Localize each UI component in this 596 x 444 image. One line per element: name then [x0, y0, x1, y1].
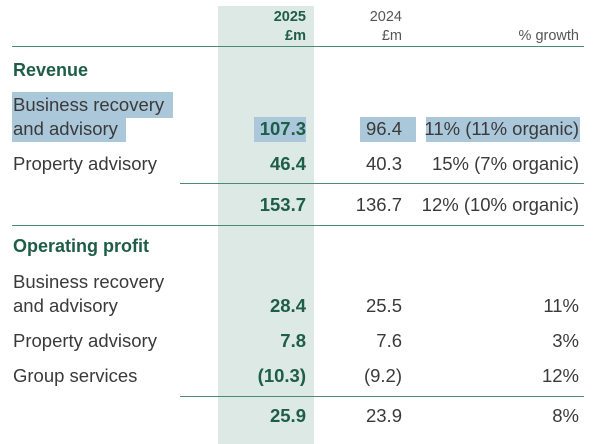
total-growth: 12% (10% organic) — [421, 194, 579, 215]
total-growth: 8% — [552, 405, 579, 426]
row-label: Group services — [13, 365, 138, 386]
value-2025: 107.3 — [259, 118, 306, 139]
selection-highlight-2025 — [254, 117, 306, 142]
column-header-2024: 2024 £m — [369, 9, 402, 44]
row-label: Property advisory — [13, 153, 157, 174]
value-2024: 25.5 — [365, 295, 402, 316]
value-2025: 28.4 — [269, 295, 306, 316]
total-2025: 153.7 — [259, 194, 306, 215]
value-growth: 3% — [552, 330, 579, 351]
section-rule — [12, 225, 584, 226]
value-2024: 7.6 — [376, 330, 402, 351]
value-2024: 96.4 — [365, 118, 402, 139]
value-growth: 12% — [541, 365, 579, 386]
subtotal-rule — [180, 183, 584, 184]
total-2024: 136.7 — [355, 194, 402, 215]
header-rule — [12, 46, 584, 47]
section-title: Operating profit — [13, 236, 149, 256]
selection-highlight-growth — [426, 117, 580, 142]
value-growth: 15% (7% organic) — [431, 153, 579, 174]
selection-highlight-2024 — [360, 117, 416, 142]
selection-highlight-label — [12, 117, 126, 142]
value-2024: (9.2) — [363, 365, 402, 386]
row-label: Business recovery and advisory — [13, 271, 165, 316]
section-title: Revenue — [13, 60, 89, 80]
row-label: Business recovery and advisory — [13, 94, 165, 139]
column-header-growth: % growth — [518, 28, 579, 44]
value-growth: 11% (11% organic) — [424, 118, 579, 139]
total-2024: 23.9 — [365, 405, 402, 426]
value-2025: 7.8 — [280, 330, 306, 351]
value-2024: 40.3 — [365, 153, 402, 174]
total-2025: 25.9 — [269, 405, 306, 426]
subtotal-rule — [180, 396, 584, 397]
column-header-2025: 2025 £m — [273, 9, 306, 44]
selection-highlight-label — [12, 92, 173, 118]
value-2025: 46.4 — [269, 153, 306, 174]
value-growth: 11% — [543, 295, 579, 316]
row-label: Property advisory — [13, 330, 157, 351]
value-2025: (10.3) — [257, 365, 306, 386]
